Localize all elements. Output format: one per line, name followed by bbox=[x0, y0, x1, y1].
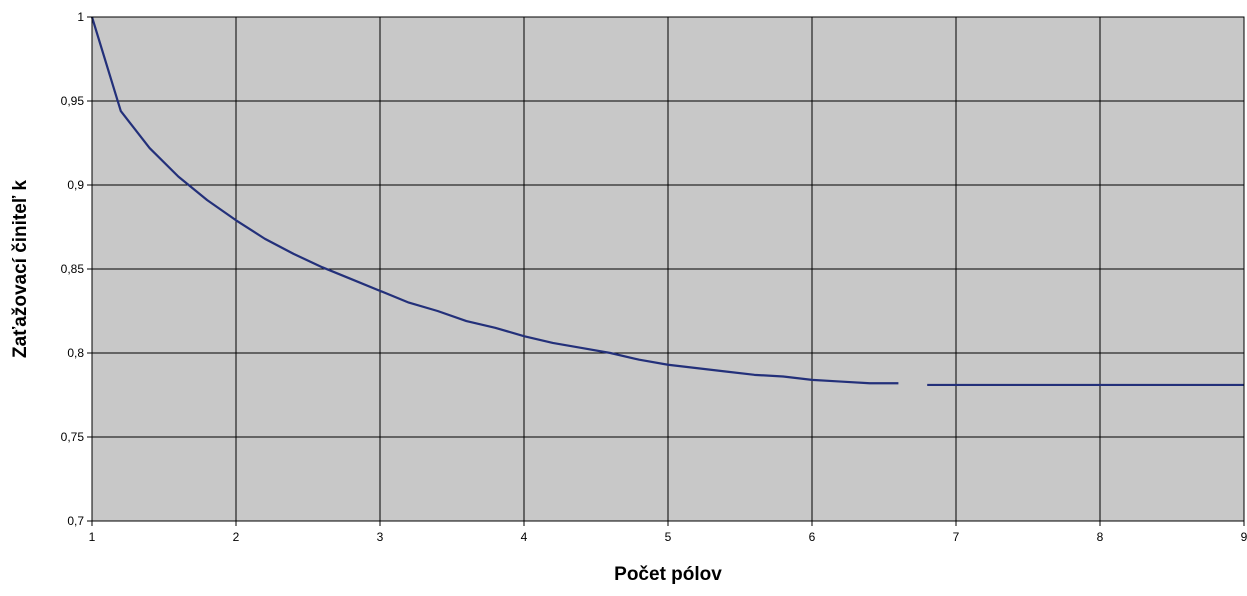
x-tick-label: 1 bbox=[89, 530, 96, 544]
y-tick-label: 1 bbox=[77, 10, 84, 24]
series-lines bbox=[90, 16, 1244, 387]
x-tick-label: 8 bbox=[1097, 530, 1104, 544]
y-tick-label: 0,95 bbox=[61, 94, 85, 108]
y-axis-title: Zaťažovací činiteľ k bbox=[10, 180, 31, 358]
x-tick-label: 7 bbox=[953, 530, 960, 544]
x-tick-label: 6 bbox=[809, 530, 816, 544]
x-axis-ticks: 1 2 3 4 5 6 7 8 9 bbox=[89, 521, 1247, 544]
x-tick-label: 9 bbox=[1241, 530, 1247, 544]
x-tick-label: 3 bbox=[377, 530, 384, 544]
y-tick-label: 0,75 bbox=[61, 430, 85, 444]
y-tick-label: 0,8 bbox=[67, 346, 84, 360]
x-axis-title: Počet pólov bbox=[614, 564, 722, 585]
y-tick-label: 0,9 bbox=[67, 178, 84, 192]
x-tick-label: 4 bbox=[521, 530, 528, 544]
series-line-segment-1 bbox=[90, 16, 899, 385]
x-tick-label: 5 bbox=[665, 530, 672, 544]
x-tick-label: 2 bbox=[233, 530, 240, 544]
y-axis-ticks: 0,7 0,75 0,8 0,85 0,9 0,95 1 bbox=[61, 10, 92, 528]
y-tick-label: 0,7 bbox=[67, 514, 84, 528]
y-tick-label: 0,85 bbox=[61, 262, 85, 276]
